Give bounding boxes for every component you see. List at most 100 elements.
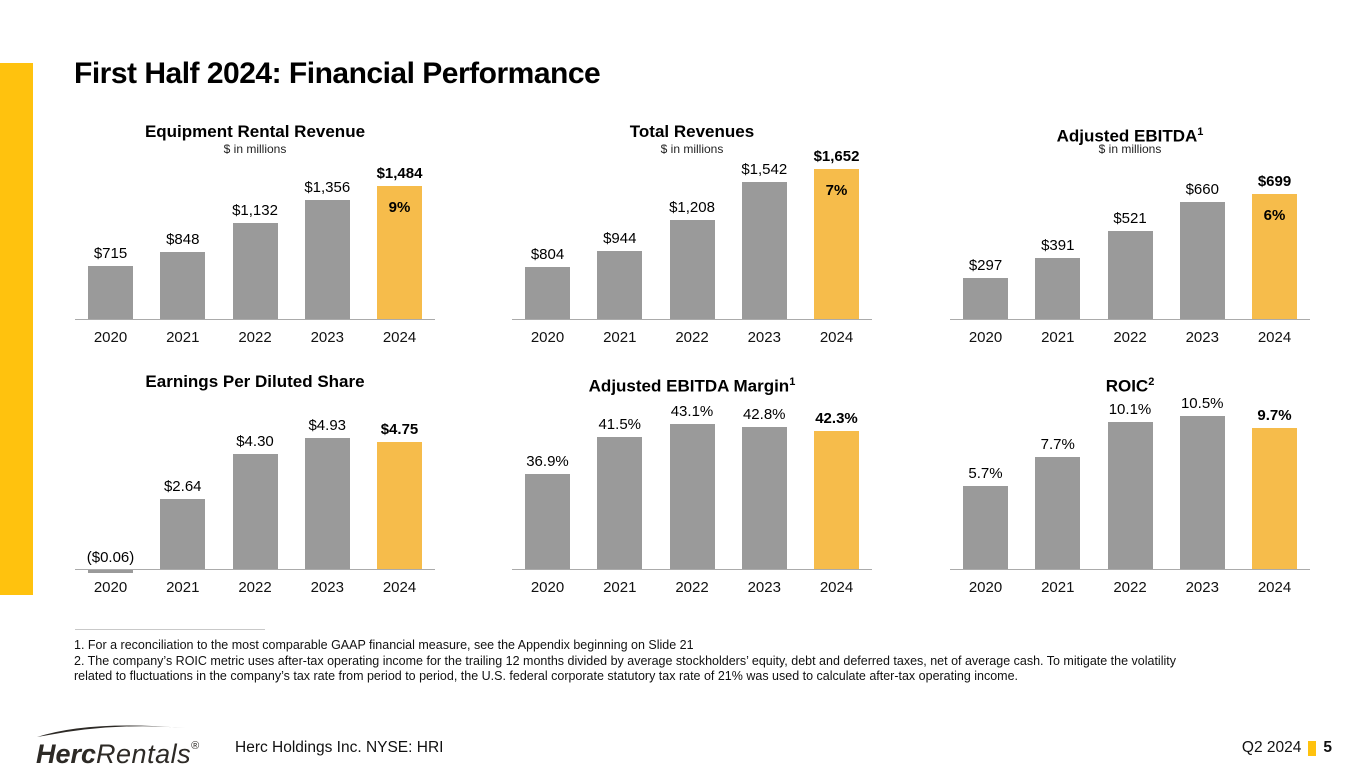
bar: [1179, 416, 1225, 569]
bar-group-2023: $4.93: [304, 417, 350, 569]
chart-subtitle: $ in millions: [660, 142, 724, 156]
x-axis-label: 2024: [382, 329, 417, 346]
bar-value-label: $4.93: [308, 417, 347, 434]
bar-value-label: $715: [93, 245, 128, 262]
x-axis-label: 2023: [747, 579, 781, 596]
bar-value-label: $848: [166, 231, 200, 248]
bar-group-2020: 5.7%: [963, 466, 1008, 569]
x-axis-label: 2021: [166, 579, 200, 596]
footnote-divider: [75, 629, 265, 630]
bar-group-2020: $804: [525, 247, 570, 319]
bar: [669, 424, 715, 569]
chart-plot-area: 36.9% 41.5% 43.1% 42.8% 42.3%: [512, 404, 872, 570]
chart-plot-area: $297 $391 $521 $660 $699 6%: [950, 160, 1310, 320]
bar-value-label: $4.75: [380, 421, 419, 438]
page-marker-icon: [1308, 740, 1317, 756]
growth-percent-label: 9%: [388, 199, 411, 216]
bar-value-label: $1,208: [669, 199, 715, 216]
bar-group-2021: $2.64: [160, 478, 206, 569]
bar-value-label: $1,356: [304, 179, 351, 196]
x-axis-label: 2021: [1041, 579, 1075, 596]
x-axis-label: 2022: [1113, 579, 1147, 596]
bar-value-label: $2.64: [163, 478, 202, 495]
bar-value-label: $699: [1257, 173, 1292, 190]
footer-company-line: Herc Holdings Inc. NYSE: HRI: [235, 739, 444, 756]
bar-highlight: [377, 442, 422, 569]
x-axis-label: 2022: [1113, 329, 1147, 346]
bar-value-label: 43.1%: [670, 403, 714, 420]
page-number: 5: [1323, 739, 1332, 756]
x-axis-label: 2023: [310, 329, 344, 346]
x-axis-label: 2024: [1257, 329, 1292, 346]
x-axis-label: 2022: [675, 329, 709, 346]
bar-value-label: $1,132: [232, 202, 278, 219]
bar: [525, 474, 570, 569]
bar: [1107, 231, 1153, 319]
bar-highlight: 6%: [1252, 194, 1297, 319]
bar-highlight: [814, 431, 859, 569]
bar-group-2023: $1,542: [741, 162, 787, 319]
x-axis-label: 2020: [93, 579, 128, 596]
bar: [741, 182, 787, 319]
bar: [1035, 258, 1081, 319]
bar-value-label: 9.7%: [1257, 407, 1292, 424]
bar-group-2023: $660: [1179, 181, 1225, 319]
chart-title: Adjusted EBITDA1: [1056, 126, 1204, 146]
x-axis-label: 2022: [238, 329, 272, 346]
bar-group-2024: $1,484 9%: [377, 166, 422, 319]
footer-period: Q2 2024: [1241, 739, 1302, 756]
bar: [304, 438, 350, 569]
chart-title: Equipment Rental Revenue: [144, 122, 366, 141]
bar: [88, 570, 133, 573]
x-axis-label: 2024: [819, 579, 854, 596]
chart-x-axis: 2020 2021 2022 2023 2024: [950, 329, 1310, 346]
bar-group-2021: 41.5%: [597, 417, 643, 569]
chart-adjusted-ebitda: Adjusted EBITDA1 $ in millions $297 $391 $…: [950, 122, 1310, 346]
bar-group-2022: $1,208: [669, 199, 715, 319]
x-axis-label: 2024: [382, 579, 417, 596]
bar-value-label: 5.7%: [968, 465, 1003, 482]
bar-group-2022: $1,132: [232, 202, 278, 319]
footnote-1: 1. For a reconciliation to the most comp…: [74, 638, 694, 652]
bar-group-2021: $848: [160, 231, 206, 319]
bar-value-label: 10.5%: [1180, 395, 1224, 412]
growth-percent-label: 6%: [1263, 207, 1286, 224]
bar-highlight: 7%: [814, 169, 859, 319]
chart-subtitle: [75, 392, 435, 410]
bar-value-label: $804: [530, 246, 565, 263]
logo-herc-text: Herc: [36, 739, 97, 768]
bar: [1035, 457, 1081, 569]
bar-group-2020: 36.9%: [525, 454, 570, 569]
x-axis-label: 2022: [675, 579, 709, 596]
bar-group-2021: 7.7%: [1035, 437, 1081, 569]
x-axis-label: 2020: [530, 329, 565, 346]
chart-title: Total Revenues: [629, 122, 755, 141]
chart-x-axis: 2020 2021 2022 2023 2024: [950, 579, 1310, 596]
x-axis-label: 2021: [603, 329, 637, 346]
x-axis-label: 2020: [530, 579, 565, 596]
bar: [963, 278, 1008, 319]
x-axis-label: 2020: [93, 329, 128, 346]
bar: [160, 499, 206, 569]
chart-subtitle: $ in millions: [223, 142, 287, 156]
chart-adjusted-ebitda-margin: Adjusted EBITDA Margin1 36.9% 41.5% 43.1% 4…: [512, 372, 872, 596]
bar: [232, 454, 278, 569]
bar-group-2024: 9.7%: [1252, 408, 1297, 569]
bar-value-label: 42.3%: [815, 410, 858, 427]
bar: [525, 267, 570, 319]
bar: [1179, 202, 1225, 319]
x-axis-label: 2021: [603, 579, 637, 596]
chart-x-axis: 2020 2021 2022 2023 2024: [512, 579, 872, 596]
bar-value-label: $660: [1185, 181, 1219, 198]
bar: [1107, 422, 1153, 569]
bar-group-2024: $699 6%: [1252, 174, 1297, 319]
registered-mark: ®: [191, 740, 200, 752]
bar: [597, 251, 643, 319]
x-axis-label: 2021: [1041, 329, 1075, 346]
bar-group-2020: ($0.06): [87, 550, 134, 573]
bar-value-label: $1,652: [813, 148, 860, 165]
bar: [232, 223, 278, 319]
chart-plot-area: $804 $944 $1,208 $1,542 $1,652 7%: [512, 149, 872, 320]
x-axis-label: 2020: [968, 329, 1003, 346]
bar-group-2021: $944: [597, 231, 643, 319]
